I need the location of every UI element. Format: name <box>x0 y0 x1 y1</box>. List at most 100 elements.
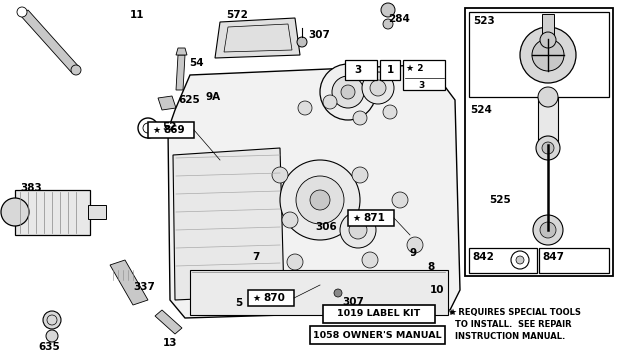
Text: 870: 870 <box>263 293 285 303</box>
Text: ★: ★ <box>152 126 160 134</box>
Bar <box>380 60 400 80</box>
Polygon shape <box>176 55 185 90</box>
Bar <box>539 248 609 273</box>
Circle shape <box>533 215 563 245</box>
Circle shape <box>17 7 27 17</box>
Circle shape <box>43 311 61 329</box>
Circle shape <box>323 95 337 109</box>
Bar <box>403 60 445 90</box>
Circle shape <box>352 167 368 183</box>
Text: 572: 572 <box>226 10 248 20</box>
Polygon shape <box>20 10 80 73</box>
Text: INSTRUCTION MANUAL.: INSTRUCTION MANUAL. <box>455 332 565 341</box>
Text: ★: ★ <box>252 293 260 303</box>
Bar <box>469 248 537 273</box>
Text: 10: 10 <box>430 285 445 295</box>
Circle shape <box>540 32 556 48</box>
Text: 523: 523 <box>473 16 495 26</box>
Text: 525: 525 <box>489 195 511 205</box>
Polygon shape <box>158 96 176 110</box>
Circle shape <box>298 101 312 115</box>
Circle shape <box>407 237 423 253</box>
Bar <box>190 270 448 315</box>
Circle shape <box>349 221 367 239</box>
Text: 3: 3 <box>418 80 424 90</box>
Bar <box>348 210 394 226</box>
Text: 9: 9 <box>410 248 417 258</box>
Text: 842: 842 <box>472 252 494 262</box>
Text: 8: 8 <box>427 262 434 272</box>
Text: 284: 284 <box>388 14 410 24</box>
Circle shape <box>370 80 386 96</box>
Text: 383: 383 <box>20 183 42 193</box>
Bar <box>345 60 377 80</box>
Circle shape <box>340 212 376 248</box>
Polygon shape <box>168 65 460 318</box>
Bar <box>465 8 613 276</box>
Circle shape <box>392 192 408 208</box>
Text: TO INSTALL.  SEE REPAIR: TO INSTALL. SEE REPAIR <box>455 320 572 329</box>
Circle shape <box>540 222 556 238</box>
Text: 1058 OWNER'S MANUAL: 1058 OWNER'S MANUAL <box>312 330 441 340</box>
Circle shape <box>287 254 303 270</box>
Bar <box>148 122 194 138</box>
Circle shape <box>532 39 564 71</box>
Text: 524: 524 <box>470 105 492 115</box>
Text: 9A: 9A <box>205 92 220 102</box>
Bar <box>469 12 609 97</box>
Circle shape <box>540 137 556 153</box>
Polygon shape <box>110 260 148 305</box>
Bar <box>15 190 90 235</box>
Polygon shape <box>155 310 182 334</box>
Circle shape <box>341 85 355 99</box>
Text: 625: 625 <box>178 95 200 105</box>
Text: 337: 337 <box>133 282 155 292</box>
Circle shape <box>383 105 397 119</box>
Circle shape <box>353 111 367 125</box>
Circle shape <box>542 142 554 154</box>
Text: 11: 11 <box>130 10 144 20</box>
Circle shape <box>381 3 395 17</box>
Text: ★: ★ <box>352 214 360 222</box>
Text: ★ REQUIRES SPECIAL TOOLS: ★ REQUIRES SPECIAL TOOLS <box>448 308 581 317</box>
Circle shape <box>310 190 330 210</box>
Polygon shape <box>176 48 187 55</box>
Text: 3: 3 <box>355 65 361 75</box>
Text: eReplacementParts.com: eReplacementParts.com <box>214 179 366 191</box>
Bar <box>248 290 294 306</box>
Circle shape <box>280 160 360 240</box>
Text: 871: 871 <box>363 213 385 223</box>
Polygon shape <box>215 18 300 58</box>
Circle shape <box>334 289 342 297</box>
Circle shape <box>516 256 524 264</box>
Text: 635: 635 <box>38 342 60 352</box>
Text: ★: ★ <box>448 308 456 317</box>
Bar <box>538 97 558 145</box>
Circle shape <box>46 330 58 342</box>
Bar <box>310 326 445 344</box>
Bar <box>88 205 106 219</box>
Circle shape <box>282 212 298 228</box>
Text: 13: 13 <box>163 338 177 348</box>
Bar <box>542 14 554 41</box>
Circle shape <box>383 19 393 29</box>
Text: 306: 306 <box>315 222 337 232</box>
Text: 847: 847 <box>542 252 564 262</box>
Circle shape <box>272 167 288 183</box>
Text: 307: 307 <box>342 297 364 307</box>
Text: 1019 LABEL KIT: 1019 LABEL KIT <box>337 310 420 318</box>
Polygon shape <box>173 148 284 300</box>
Circle shape <box>536 136 560 160</box>
Circle shape <box>71 65 81 75</box>
Circle shape <box>332 76 364 108</box>
Circle shape <box>520 27 576 83</box>
Circle shape <box>1 198 29 226</box>
Text: 54: 54 <box>189 58 203 68</box>
Text: 52: 52 <box>162 122 177 132</box>
Text: 1: 1 <box>386 65 394 75</box>
Circle shape <box>538 87 558 107</box>
Text: 7: 7 <box>252 252 259 262</box>
Bar <box>323 305 435 323</box>
Text: 869: 869 <box>163 125 185 135</box>
Circle shape <box>362 72 394 104</box>
